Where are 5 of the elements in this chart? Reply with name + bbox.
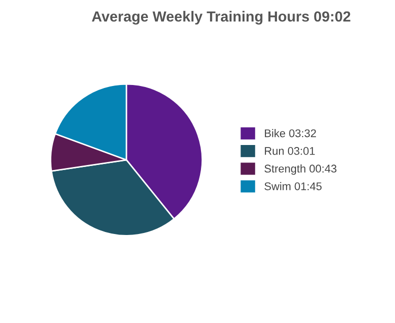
- legend-label: Strength 00:43: [264, 164, 336, 175]
- legend-label: Run 03:01: [264, 147, 315, 155]
- legend-label: Swim 01:45: [264, 182, 322, 190]
- legend-label: Bike 03:32: [264, 129, 316, 138]
- chart-title: Average Weekly Training Hours 09:02: [92, 10, 350, 25]
